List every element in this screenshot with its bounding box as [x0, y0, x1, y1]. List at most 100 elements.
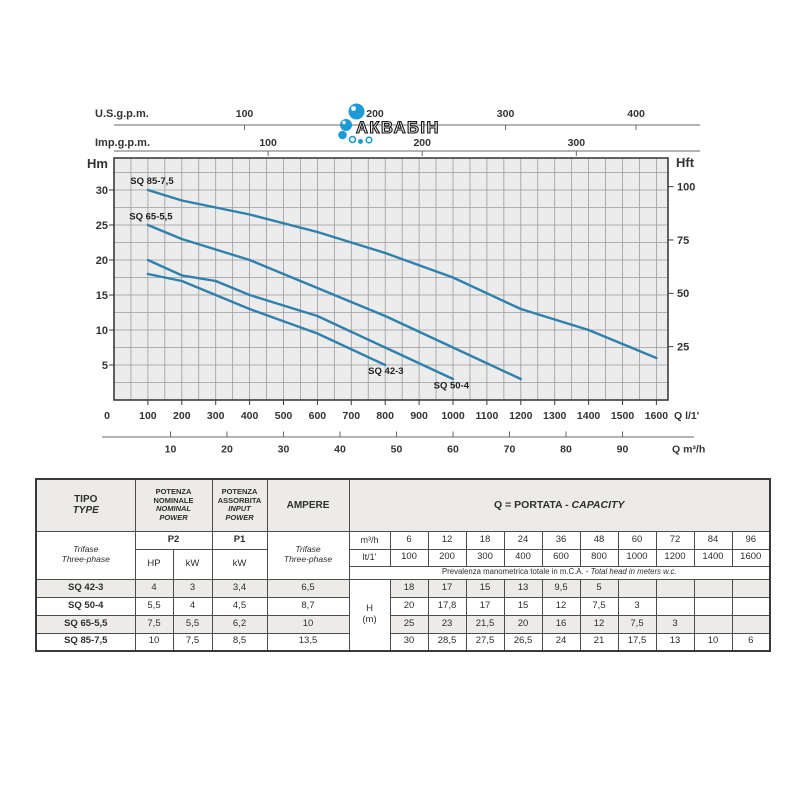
capacity-lt1-value: 100 [389, 548, 429, 567]
kw-cell: 7,5 [172, 632, 213, 652]
model-cell: SQ 85-7,5 [35, 632, 136, 652]
cell-text: 10 [707, 635, 719, 647]
head-value-cell: 26,5 [503, 632, 543, 652]
axis-tick-label: 400 [627, 108, 645, 120]
p1-cell: 4,5 [211, 596, 268, 616]
axis-tick-label: 80 [560, 444, 572, 456]
cell-text: 18 [403, 581, 415, 593]
x-axis-m3h: 10 20 30 40 50 60 70 80 90 Q m³/h [102, 431, 705, 456]
kw-cell: 4 [172, 596, 213, 616]
cell-text: 21,5 [475, 617, 495, 629]
cell-text: POTENZA [221, 487, 258, 496]
cell-text: 28,5 [437, 635, 457, 647]
top-axis-usgpm: 100 200 300 400 U.S.g.p.m. [95, 108, 700, 130]
head-value-cell: 20 [389, 596, 429, 616]
cell-text: INPUT [228, 504, 251, 514]
cell-text: 8,7 [301, 599, 315, 611]
axis-tick-label: 200 [173, 410, 191, 422]
head-value-cell: 21 [579, 632, 619, 652]
axis-tick-label: 800 [376, 410, 394, 422]
capacity-m3h-value: 12 [427, 530, 467, 550]
cell-text: 12 [593, 617, 605, 629]
cell-text: kW [232, 557, 247, 569]
cell-text: SQ 42-3 [68, 581, 104, 593]
cell-text: 5 [596, 581, 602, 593]
head-value-cell [693, 614, 733, 634]
p1-cell: 8,5 [211, 632, 268, 652]
cell-text: AMPERE [286, 499, 330, 511]
cell-text: 6 [406, 533, 412, 545]
head-value-cell: 15 [465, 578, 505, 598]
cell-text: 23 [441, 617, 453, 629]
capacity-lt1-value: 1400 [693, 548, 733, 567]
top-axis-impgpm-unit: Imp.g.p.m. [95, 137, 150, 149]
subheader-p1: P1 [211, 530, 268, 550]
head-value-cell [655, 596, 695, 616]
subheader-kw-p2: kW [172, 548, 213, 580]
capacity-m3h-value: 48 [579, 530, 619, 550]
axis-tick-label: 1300 [543, 410, 567, 422]
cell-text: 72 [669, 533, 681, 545]
head-value-cell [731, 578, 771, 598]
cell-text: 800 [591, 551, 607, 563]
cell-text: Trifase [73, 544, 99, 555]
cell-text: TYPE [72, 505, 99, 517]
axis-tick-label: 20 [221, 444, 233, 456]
capacity-lt1-value: 1200 [655, 548, 695, 567]
p1-cell: 6,2 [211, 614, 268, 634]
header-ampere: AMPERE [266, 478, 350, 532]
hp-cell: 5,5 [134, 596, 174, 616]
head-value-cell [693, 596, 733, 616]
head-value-cell: 23 [427, 614, 467, 634]
model-cell: SQ 65-5,5 [35, 614, 136, 634]
top-axis-impgpm: 100 200 300 Imp.g.p.m. [95, 137, 700, 156]
bubbles-icon [338, 103, 373, 144]
cell-text: 3 [634, 599, 640, 611]
cell-text: 3,4 [232, 581, 247, 593]
axis-tick-label: 60 [447, 444, 459, 456]
kw-cell: 3 [172, 578, 213, 598]
cell-text: 400 [515, 551, 531, 563]
hp-cell: 10 [134, 632, 174, 652]
cell-text: 4 [189, 599, 196, 611]
cell-text: 13,5 [298, 635, 318, 647]
capacity-unit-m3h: m³/h [348, 530, 391, 550]
cell-text: 7,5 [147, 617, 161, 629]
head-value-cell: 10 [693, 632, 733, 652]
capacity-m3h-value: 24 [503, 530, 543, 550]
cell-text: POWER [225, 512, 254, 522]
capacity-m3h-value: 96 [731, 530, 771, 550]
head-value-cell: 15 [503, 596, 543, 616]
axis-tick-label: 0 [104, 410, 110, 422]
cell-text: 7,5 [185, 635, 200, 647]
cell-text: 300 [477, 551, 493, 563]
axis-tick-label: 75 [677, 235, 689, 247]
p1-cell: 3,4 [211, 578, 268, 598]
watermark-text: АКВАБІН [356, 119, 440, 137]
cell-text: 26,5 [513, 635, 533, 647]
akvabih-watermark: АКВАБІН [336, 92, 476, 154]
capacity-lt1-value: 400 [503, 548, 543, 567]
cell-text: 84 [707, 533, 719, 545]
head-value-cell: 17,5 [617, 632, 657, 652]
head-value-cell: 13 [655, 632, 695, 652]
axis-tick-label: 15 [96, 290, 108, 302]
capacity-unit-lt1: lt/1' [348, 548, 391, 567]
cell-text: 5,5 [147, 599, 161, 611]
head-value-cell: 3 [655, 614, 695, 634]
cell-text: 3 [672, 617, 678, 629]
curve-sq-65-5-5 [146, 223, 522, 381]
axis-tick-label: 100 [677, 181, 695, 193]
cell-text: 24 [555, 635, 567, 647]
cell-text: 200 [439, 551, 455, 563]
cell-text: 36 [555, 533, 567, 545]
specs-table-wrap: TIPO TYPE POTENZA NOMINALE NOMINAL POWER POTEN… [35, 478, 771, 652]
cell-text: 16 [555, 617, 567, 629]
axis-tick-label: 100 [259, 137, 277, 149]
axis-tick-label: 900 [410, 410, 428, 422]
capacity-m3h-value: 60 [617, 530, 657, 550]
head-value-cell: 17 [465, 596, 505, 616]
axis-tick-label: 1500 [611, 410, 635, 422]
cell-text: 4,5 [232, 599, 247, 611]
